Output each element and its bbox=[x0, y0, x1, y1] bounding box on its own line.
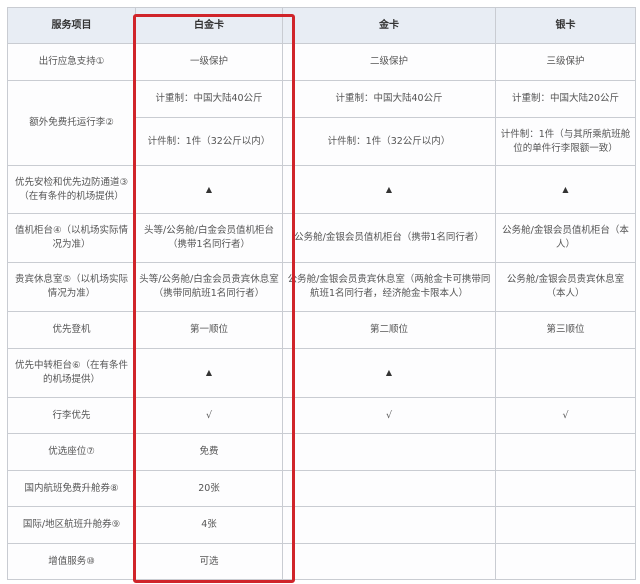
row-label: 行李优先 bbox=[7, 397, 136, 434]
cell-platinum: 可选 bbox=[135, 543, 283, 580]
cell-platinum: 4张 bbox=[135, 506, 283, 544]
row-label: 贵宾休息室⑤（以机场实际情况为准） bbox=[7, 262, 136, 312]
cell-silver: 公务舱/金银会员值机柜台（本人） bbox=[495, 213, 636, 263]
cell-gold: 公务舱/金银会员贵宾休息室（两舱金卡可携带同航班1名同行者，经济舱金卡限本人） bbox=[282, 262, 496, 312]
cell-platinum: 计件制：1件（32公斤以内） bbox=[135, 117, 283, 166]
cell-silver bbox=[495, 433, 636, 471]
cell-gold: ▲ bbox=[282, 165, 496, 214]
cell-silver: ▲ bbox=[495, 165, 636, 214]
cell-platinum: 计重制：中国大陆40公斤 bbox=[135, 80, 283, 118]
cell-gold bbox=[282, 470, 496, 507]
cell-platinum: 一级保护 bbox=[135, 43, 283, 81]
table-row: 优先登机 第一顺位 第二顺位 第三顺位 bbox=[7, 311, 636, 349]
membership-benefits-table: 服务项目 白金卡 金卡 银卡 出行应急支持① 一级保护 二级保护 三级保护 额外… bbox=[7, 7, 636, 580]
header-gold: 金卡 bbox=[282, 7, 496, 44]
cell-silver: 三级保护 bbox=[495, 43, 636, 81]
cell-silver: 计件制：1件（与其所乘航班舱位的单件行李限额一致） bbox=[495, 117, 636, 166]
cell-silver bbox=[495, 470, 636, 507]
table-row: 值机柜台④（以机场实际情况为准） 头等/公务舱/白金会员值机柜台（携带1名同行者… bbox=[7, 213, 636, 263]
cell-gold: ▲ bbox=[282, 348, 496, 398]
cell-platinum: ▲ bbox=[135, 348, 283, 398]
row-label: 优先登机 bbox=[7, 311, 136, 349]
cell-gold: √ bbox=[282, 397, 496, 434]
cell-gold bbox=[282, 433, 496, 471]
cell-gold: 第二顺位 bbox=[282, 311, 496, 349]
cell-silver bbox=[495, 506, 636, 544]
cell-gold: 计件制：1件（32公斤以内） bbox=[282, 117, 496, 166]
table-row: 国际/地区航班升舱券⑨ 4张 bbox=[7, 506, 636, 544]
table-row: 国内航班免费升舱券⑧ 20张 bbox=[7, 470, 636, 507]
header-platinum: 白金卡 bbox=[135, 7, 283, 44]
cell-platinum: √ bbox=[135, 397, 283, 434]
row-label: 优先中转柜台⑥（在有条件的机场提供） bbox=[7, 348, 136, 398]
table-row: 行李优先 √ √ √ bbox=[7, 397, 636, 434]
table-row: 增值服务⑩ 可选 bbox=[7, 543, 636, 580]
cell-gold: 公务舱/金银会员值机柜台（携带1名同行者） bbox=[282, 213, 496, 263]
cell-gold: 二级保护 bbox=[282, 43, 496, 81]
cell-platinum: 头等/公务舱/白金会员贵宾休息室（携带同航班1名同行者） bbox=[135, 262, 283, 312]
cell-platinum: ▲ bbox=[135, 165, 283, 214]
table-row: 额外免费托运行李② 计重制：中国大陆40公斤 计重制：中国大陆40公斤 计重制：… bbox=[7, 80, 636, 166]
header-row: 服务项目 白金卡 金卡 银卡 bbox=[7, 7, 636, 44]
row-label: 国内航班免费升舱券⑧ bbox=[7, 470, 136, 507]
cell-gold bbox=[282, 543, 496, 580]
row-label: 值机柜台④（以机场实际情况为准） bbox=[7, 213, 136, 263]
cell-silver bbox=[495, 348, 636, 398]
cell-silver bbox=[495, 543, 636, 580]
cell-gold: 计重制：中国大陆40公斤 bbox=[282, 80, 496, 118]
row-label: 优先安检和优先边防通道③（在有条件的机场提供） bbox=[7, 165, 136, 214]
cell-silver: 公务舱/金银会员贵宾休息室（本人） bbox=[495, 262, 636, 312]
header-service-item: 服务项目 bbox=[7, 7, 136, 44]
table-row: 优先中转柜台⑥（在有条件的机场提供） ▲ ▲ bbox=[7, 348, 636, 398]
cell-silver: 第三顺位 bbox=[495, 311, 636, 349]
row-label: 额外免费托运行李② bbox=[7, 80, 136, 166]
row-label: 出行应急支持① bbox=[7, 43, 136, 81]
row-label: 优选座位⑦ bbox=[7, 433, 136, 471]
cell-platinum: 免费 bbox=[135, 433, 283, 471]
table-row: 优先安检和优先边防通道③（在有条件的机场提供） ▲ ▲ ▲ bbox=[7, 165, 636, 214]
table-row: 贵宾休息室⑤（以机场实际情况为准） 头等/公务舱/白金会员贵宾休息室（携带同航班… bbox=[7, 262, 636, 312]
table-row: 计件制：1件（32公斤以内） 计件制：1件（32公斤以内） 计件制：1件（与其所… bbox=[8, 117, 636, 166]
cell-platinum: 第一顺位 bbox=[135, 311, 283, 349]
header-silver: 银卡 bbox=[495, 7, 636, 44]
cell-silver: √ bbox=[495, 397, 636, 434]
table-row: 优选座位⑦ 免费 bbox=[7, 433, 636, 471]
table-row: 出行应急支持① 一级保护 二级保护 三级保护 bbox=[7, 43, 636, 81]
cell-platinum: 20张 bbox=[135, 470, 283, 507]
cell-gold bbox=[282, 506, 496, 544]
row-label: 增值服务⑩ bbox=[7, 543, 136, 580]
cell-silver: 计重制：中国大陆20公斤 bbox=[495, 80, 636, 118]
row-label: 国际/地区航班升舱券⑨ bbox=[7, 506, 136, 544]
cell-platinum: 头等/公务舱/白金会员值机柜台（携带1名同行者） bbox=[135, 213, 283, 263]
